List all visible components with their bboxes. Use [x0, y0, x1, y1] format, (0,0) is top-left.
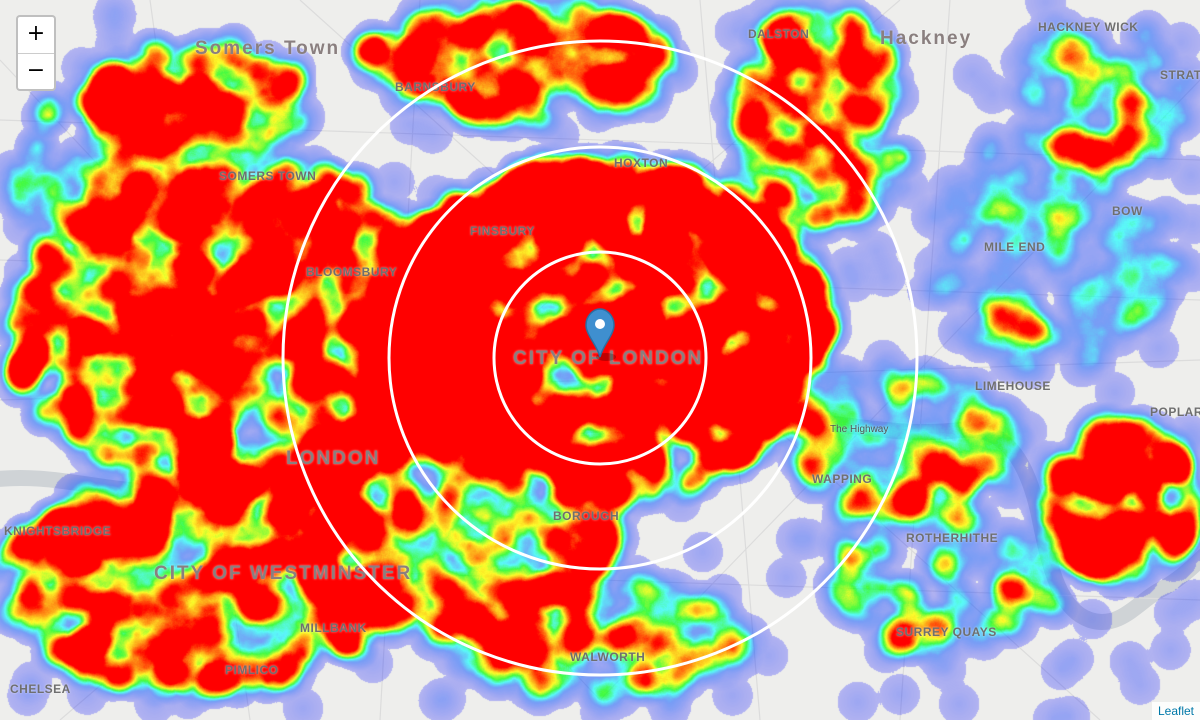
radius-ring-middle: [387, 145, 813, 571]
place-label: MILLBANK: [300, 621, 367, 635]
place-label: LONDON: [286, 448, 381, 469]
place-label: KNIGHTSBRIDGE: [4, 524, 112, 538]
place-label: PIMLICO: [225, 663, 279, 677]
place-label: SOMERS TOWN: [219, 169, 317, 183]
map-marker-icon[interactable]: [585, 308, 616, 361]
place-label: STRATFORD: [1160, 68, 1200, 82]
place-label: BOW: [1112, 204, 1143, 218]
place-label: CITY OF LONDON: [513, 348, 704, 369]
zoom-out-button[interactable]: −: [26, 58, 46, 83]
place-label: BLOOMSBURY: [306, 265, 398, 279]
zoom-control: + −: [16, 15, 56, 91]
place-label: LIMEHOUSE: [975, 379, 1051, 393]
place-label: BOROUGH: [553, 509, 620, 523]
radius-ring-outer: [281, 39, 919, 677]
leaflet-attribution-link[interactable]: Leaflet: [1157, 704, 1194, 718]
place-label: DALSTON: [748, 27, 810, 41]
place-label: MILE END: [984, 240, 1046, 254]
place-label: CHELSEA: [10, 682, 71, 696]
place-label: WAPPING: [812, 472, 873, 486]
place-label: SURREY QUAYS: [896, 625, 997, 639]
attribution: Leaflet: [1151, 702, 1200, 720]
place-label: POPLAR: [1150, 405, 1200, 419]
place-label: Hackney: [880, 28, 973, 49]
place-label: WALWORTH: [570, 650, 646, 664]
zoom-in-button[interactable]: +: [18, 17, 54, 54]
place-label: CITY OF WESTMINSTER: [154, 563, 413, 584]
place-label: HACKNEY WICK: [1038, 20, 1139, 34]
place-label: HOXTON: [614, 156, 669, 170]
place-label: ROTHERHITHE: [906, 531, 999, 545]
place-label: The Highway: [830, 424, 889, 435]
place-label: FINSBURY: [470, 224, 535, 238]
place-label: Somers Town: [195, 38, 341, 59]
radius-ring-inner: [492, 250, 708, 466]
